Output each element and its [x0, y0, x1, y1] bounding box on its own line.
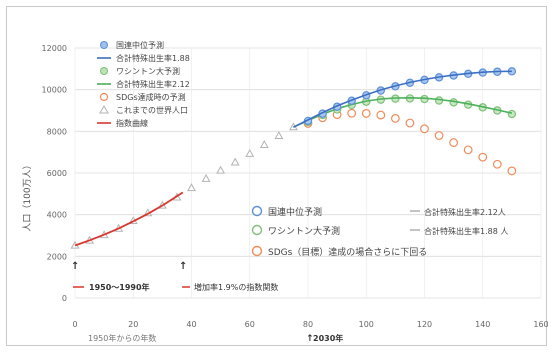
- x-tick-label: 20: [128, 320, 138, 329]
- arrow-2030-marker: ↑: [306, 334, 314, 344]
- legend-label-washington: ワシントン大予測: [116, 66, 180, 76]
- x-axis-label: 1950年からの年数: [88, 333, 156, 343]
- sdgs-point: [434, 131, 444, 140]
- sdgs-point: [507, 166, 517, 176]
- historical-point: [230, 157, 240, 166]
- box-marker-washington: [251, 224, 263, 236]
- y-tick-label: 12000: [42, 44, 67, 53]
- year-2030-annotation: ↑ 2030年: [306, 333, 343, 344]
- sdgs-point: [449, 138, 459, 147]
- x-tick-label: 0: [72, 320, 77, 329]
- legend-marker-washington: [100, 67, 108, 75]
- legend-label-fert212: 合計特殊出生率2.12: [116, 79, 190, 89]
- sdgs-point: [361, 109, 371, 118]
- legend-item-fert188: 合計特殊出生率1.88: [97, 53, 190, 63]
- historical-point: [201, 174, 211, 182]
- legend-label-historical: これまでの世界人口: [116, 105, 188, 115]
- box-label-fert212: 合計特殊出生率2.12人: [424, 207, 506, 217]
- y-tick-label: 10000: [42, 86, 67, 95]
- legend-label-sdgs: SDGs達成時の予測: [116, 92, 186, 102]
- x-tick-label: 100: [359, 320, 374, 329]
- legend-marker-historical: [99, 104, 109, 114]
- x-tick-label: 80: [303, 320, 313, 329]
- annotation-box: 国連中位予測 ワシントン大予測 SDGs（目標）達成の場合さらに下回る 合計特殊…: [251, 205, 508, 258]
- sdgs-point: [390, 114, 400, 123]
- sdgs-point: [420, 124, 429, 134]
- y-tick-label: 2000: [47, 252, 67, 261]
- legend-label-exponential: 指数曲線: [116, 118, 148, 128]
- y-tick-label: 0: [62, 294, 67, 303]
- legend-label-un: 国連中位予測: [116, 40, 164, 50]
- sdgs-point: [492, 159, 502, 169]
- year-2030-label: 2030年: [313, 333, 343, 343]
- period-annotations: ↑ ↑ 1950～1990年 増加率1.9%の指数関数: [71, 261, 278, 292]
- legend-label-fert188: 合計特殊出生率1.88: [116, 53, 190, 63]
- legend: 国連中位予測 合計特殊出生率1.88 ワシントン大予測 合計特殊出生率2.12 …: [97, 40, 190, 128]
- series-layer: [70, 67, 517, 249]
- historical-point: [245, 149, 255, 157]
- box-label-sdgs: SDGs（目標）達成の場合さらに下回る: [268, 246, 427, 258]
- x-tick-label: 160: [533, 320, 548, 329]
- box-marker-un: [251, 205, 263, 217]
- historical-point: [187, 183, 196, 192]
- y-tick-label: 4000: [47, 211, 67, 220]
- x-tick-label: 60: [245, 320, 255, 329]
- x-tick-label: 140: [475, 320, 490, 329]
- sdgs-point: [463, 145, 473, 155]
- sdgs-point: [478, 152, 488, 162]
- legend-item-washington: ワシントン大予測: [100, 66, 180, 76]
- legend-item-fert212: 合計特殊出生率2.12: [97, 79, 190, 89]
- historical-point: [216, 165, 226, 174]
- legend-item-exponential: 指数曲線: [97, 118, 148, 128]
- y-axis-label: 人口（100万人）: [22, 160, 33, 231]
- growth-label: 増加率1.9%の指数関数: [194, 282, 278, 292]
- box-label-un: 国連中位予測: [268, 206, 322, 218]
- fert188-line: [293, 70, 512, 128]
- box-label-washington: ワシントン大予測: [268, 225, 340, 237]
- legend-item-historical: これまでの世界人口: [99, 104, 188, 115]
- arrow-1950-marker: ↑: [71, 261, 79, 272]
- washington-point: [507, 109, 517, 119]
- period-label: 1950～1990年: [89, 282, 150, 292]
- sdgs-point: [347, 108, 357, 118]
- arrow-1990-marker: ↑: [179, 261, 187, 272]
- legend-marker-sdgs: [99, 92, 109, 102]
- legend-item-un: 国連中位予測: [100, 40, 164, 50]
- exponential-line: [74, 191, 184, 247]
- x-tick-label: 120: [417, 320, 432, 329]
- fert212-line: [293, 96, 513, 128]
- y-tick-label: 6000: [47, 169, 67, 178]
- legend-marker-un: [100, 41, 108, 49]
- chart-frame: [6, 6, 547, 346]
- sdgs-point: [376, 110, 386, 120]
- legend-item-sdgs: SDGs達成時の予測: [99, 92, 186, 102]
- axes: 0 2000 4000 6000 8000 10000 12000 0 20 40 60 80 100 1…: [42, 44, 549, 329]
- x-tick-label: 40: [186, 320, 196, 329]
- sdgs-point: [405, 118, 415, 128]
- historical-point: [274, 131, 284, 140]
- y-tick-label: 8000: [47, 127, 67, 136]
- box-marker-sdgs: [251, 245, 263, 257]
- historical-point: [259, 140, 269, 148]
- grid: [74, 47, 542, 299]
- box-label-fert188: 合計特殊出生率1.88 人: [424, 226, 508, 236]
